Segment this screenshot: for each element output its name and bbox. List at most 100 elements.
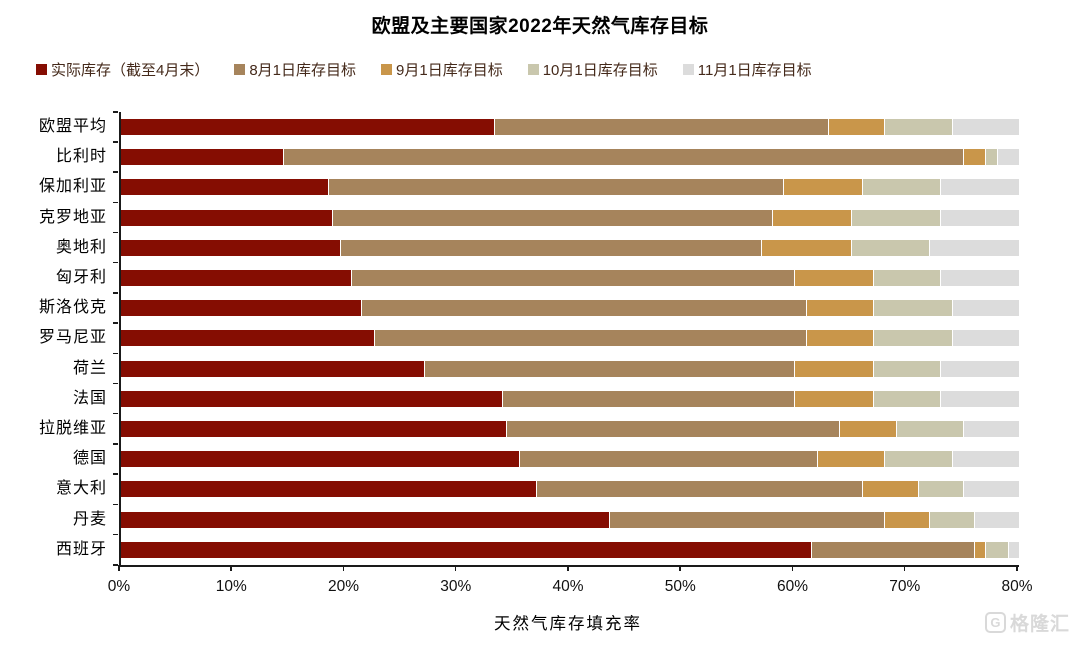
bar-segment-series-2 <box>805 330 874 347</box>
y-label: 保加利亚 <box>38 178 107 196</box>
bar-segment-series-3 <box>985 149 997 166</box>
y-tick <box>113 352 118 355</box>
bar-segment-series-0 <box>121 330 374 347</box>
bar-segment-series-1 <box>327 179 784 196</box>
bar-segment-series-3 <box>873 270 941 287</box>
bar-segment-series-4 <box>996 149 1019 166</box>
y-tick <box>113 261 118 264</box>
y-label: 拉脱维亚 <box>38 419 107 437</box>
y-tick <box>113 292 118 294</box>
bar-segment-series-1 <box>506 420 840 437</box>
bar-row <box>121 541 1019 558</box>
x-tick <box>118 565 120 571</box>
bar-segment-series-1 <box>811 541 975 558</box>
bar-segment-series-2 <box>805 300 874 317</box>
legend-label: 8月1日库存目标 <box>249 62 357 79</box>
bar-row <box>121 481 1019 498</box>
bar-segment-series-1 <box>332 209 773 226</box>
y-label: 奥地利 <box>55 238 107 256</box>
x-tick-label: 40% <box>552 578 584 595</box>
y-tick <box>113 382 118 385</box>
bar-segment-series-1 <box>501 390 795 407</box>
bar-segment-series-0 <box>121 511 610 528</box>
chart-title: 欧盟及主要国家2022年天然气库存目标 <box>371 16 709 37</box>
x-tick <box>679 565 681 571</box>
bar-segment-series-0 <box>121 209 333 226</box>
y-label: 克罗地亚 <box>38 208 107 226</box>
x-tick-label: 80% <box>1001 578 1033 595</box>
x-tick-label: 50% <box>664 578 696 595</box>
bar-segment-series-0 <box>121 149 283 166</box>
bar-row <box>121 300 1019 317</box>
y-tick <box>113 171 118 173</box>
bar-segment-series-1 <box>493 119 829 136</box>
watermark: G 格隆汇 <box>984 609 1070 636</box>
x-tick <box>791 565 793 571</box>
legend-label: 实际库存（截至4月末） <box>51 62 210 79</box>
legend-swatch-icon <box>682 64 694 75</box>
bar-segment-series-0 <box>121 420 507 437</box>
bar-row <box>121 511 1019 528</box>
bar-segment-series-4 <box>951 119 1019 136</box>
bar-segment-series-3 <box>861 179 941 196</box>
legend-label: 11月1日库存目标 <box>697 62 812 79</box>
y-tick <box>113 412 118 415</box>
x-tick <box>454 565 457 571</box>
x-tick <box>903 565 906 571</box>
bar-segment-series-4 <box>962 481 1019 498</box>
bar-segment-series-2 <box>861 481 918 498</box>
bar-segment-series-3 <box>873 300 952 317</box>
x-tick-label: 0% <box>107 578 131 595</box>
bar-segment-series-1 <box>424 360 795 377</box>
x-tick-label: 20% <box>327 578 360 595</box>
x-tick <box>230 565 232 571</box>
bar-segment-series-2 <box>794 360 874 377</box>
bar-row <box>121 420 1019 437</box>
bar-segment-series-2 <box>816 451 885 468</box>
y-tick <box>113 443 118 445</box>
bar-segment-series-2 <box>760 239 851 256</box>
legend-item-1: 8月1日库存目标 <box>234 59 356 80</box>
bar-segment-series-2 <box>794 390 874 407</box>
x-tick-label: 70% <box>889 578 921 595</box>
bar-segment-series-0 <box>121 481 537 498</box>
x-tick-label: 30% <box>440 578 472 595</box>
bar-row <box>121 451 1019 468</box>
x-tick-label: 10% <box>215 578 247 595</box>
y-tick <box>113 141 118 143</box>
y-tick <box>113 322 118 324</box>
y-label: 斯洛伐克 <box>38 299 107 317</box>
bar-segment-series-3 <box>873 390 941 407</box>
legend-item-3: 10月1日库存目标 <box>527 59 658 80</box>
bar-segment-series-4 <box>962 420 1019 437</box>
plot-area <box>119 112 1019 567</box>
y-tick <box>113 231 118 234</box>
bar-row <box>121 330 1019 347</box>
y-label: 匈牙利 <box>55 269 107 287</box>
bar-segment-series-4 <box>940 209 1019 226</box>
y-label: 欧盟平均 <box>38 118 107 136</box>
legend-item-0: 实际库存（截至4月末） <box>36 59 209 80</box>
x-tick <box>567 565 569 571</box>
bar-segment-series-4 <box>951 451 1019 468</box>
bar-segment-series-3 <box>985 541 1008 558</box>
bar-segment-series-1 <box>373 330 806 347</box>
legend-label: 9月1日库存目标 <box>396 62 503 79</box>
y-label: 罗马尼亚 <box>38 329 107 347</box>
legend-label: 10月1日库存目标 <box>542 62 658 79</box>
bar-segment-series-4 <box>940 360 1019 377</box>
y-tick <box>113 564 118 566</box>
bar-segment-series-2 <box>783 179 862 196</box>
bar-segment-series-3 <box>884 119 952 136</box>
bar-segment-series-1 <box>339 239 761 256</box>
bar-segment-series-0 <box>121 300 362 317</box>
bar-row <box>121 119 1019 136</box>
bar-segment-series-0 <box>121 119 494 136</box>
bar-segment-series-0 <box>121 179 328 196</box>
bar-segment-series-2 <box>962 149 986 166</box>
bar-segment-series-2 <box>884 511 930 528</box>
y-tick <box>113 201 118 204</box>
bar-segment-series-3 <box>929 511 975 528</box>
bar-segment-series-4 <box>940 270 1019 287</box>
legend-item-2: 9月1日库存目标 <box>381 59 503 80</box>
